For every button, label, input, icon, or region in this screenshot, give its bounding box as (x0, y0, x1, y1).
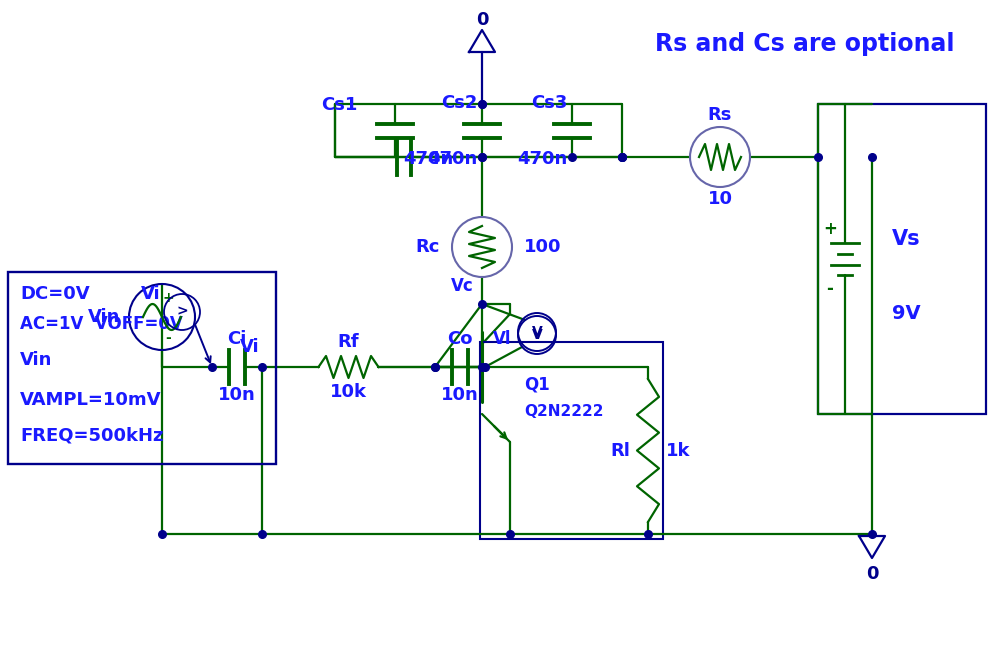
Bar (8, 272, 276, 464)
Text: Vc: Vc (451, 277, 474, 295)
Text: AC=1V  VOFF=0V: AC=1V VOFF=0V (20, 315, 183, 333)
Text: 470n: 470n (403, 149, 454, 167)
Text: Co: Co (447, 330, 473, 348)
Text: 10k: 10k (330, 383, 367, 401)
Text: Rs: Rs (708, 106, 732, 124)
Text: +: + (823, 220, 837, 238)
Text: 10: 10 (708, 190, 732, 208)
Text: VAMPL=10mV: VAMPL=10mV (20, 391, 162, 409)
Text: Q2N2222: Q2N2222 (524, 405, 604, 419)
Text: 100: 100 (524, 238, 562, 256)
Text: FREQ=500kHz: FREQ=500kHz (20, 427, 164, 445)
Text: DC=0V: DC=0V (20, 285, 90, 303)
Text: 470n: 470n (427, 149, 477, 167)
Text: Vin: Vin (88, 308, 120, 326)
Text: 0: 0 (866, 565, 878, 583)
Text: Vi: Vi (240, 338, 260, 356)
Text: Cs1: Cs1 (321, 97, 357, 114)
Text: Rf: Rf (338, 333, 359, 351)
Text: -: - (165, 331, 171, 345)
Text: Cs3: Cs3 (531, 93, 567, 112)
Text: Rs and Cs are optional: Rs and Cs are optional (655, 32, 955, 56)
Bar (480, 342, 663, 539)
Text: V: V (532, 328, 542, 342)
Bar (818, 104, 986, 414)
Text: 9V: 9V (892, 304, 921, 323)
Text: Ci: Ci (227, 330, 247, 348)
Text: V: V (532, 325, 542, 339)
Text: Q1: Q1 (524, 376, 550, 394)
Text: Vin: Vin (20, 351, 52, 369)
Text: >: > (176, 304, 188, 318)
Text: Rl: Rl (610, 442, 630, 460)
Text: Cs2: Cs2 (441, 93, 477, 112)
Text: -: - (827, 280, 833, 298)
Text: Vl: Vl (493, 330, 512, 348)
Text: 0: 0 (476, 11, 488, 29)
Text: 1k: 1k (666, 442, 690, 460)
Text: +: + (162, 291, 174, 305)
Text: 470n: 470n (517, 149, 567, 167)
Text: Vs: Vs (892, 229, 921, 249)
Text: 10n: 10n (218, 386, 256, 404)
Text: Vi: Vi (141, 285, 160, 303)
Text: Rc: Rc (416, 238, 440, 256)
Text: 10n: 10n (441, 386, 479, 404)
